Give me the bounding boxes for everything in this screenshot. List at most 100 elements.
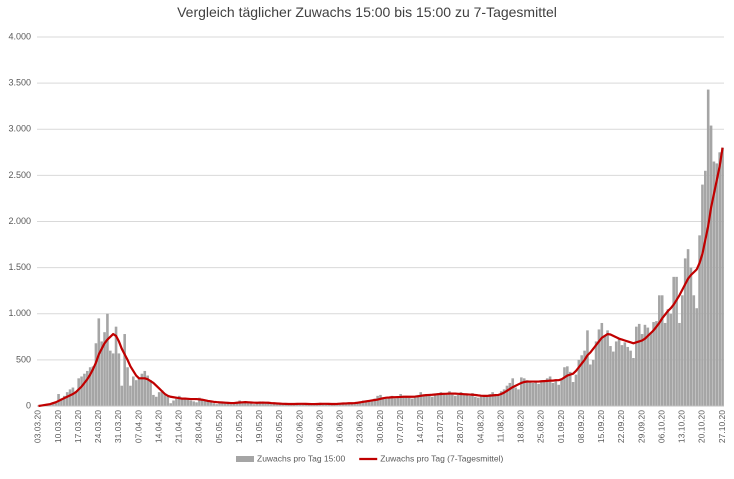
y-tick-label: 3.000	[8, 124, 31, 134]
x-tick-label: 08.09.20	[576, 410, 586, 443]
bar	[192, 401, 195, 406]
bar	[394, 399, 397, 406]
x-tick-label: 04.08.20	[475, 410, 485, 443]
bar	[379, 395, 382, 406]
x-tick-label: 24.03.20	[93, 410, 103, 443]
x-tick-label: 14.04.20	[153, 410, 163, 443]
bar	[546, 378, 549, 406]
bar	[402, 397, 405, 406]
bar	[166, 397, 169, 406]
y-tick-label: 1.500	[8, 262, 31, 272]
bar	[534, 381, 537, 406]
x-tick-label: 07.07.20	[395, 410, 405, 443]
bar	[210, 402, 213, 406]
bar	[704, 171, 707, 406]
x-tick-label: 29.09.20	[636, 410, 646, 443]
bar	[572, 382, 575, 406]
legend-swatch	[236, 456, 254, 462]
bar	[635, 327, 638, 406]
bar	[543, 380, 546, 406]
bar	[385, 399, 388, 406]
x-tick-label: 21.04.20	[174, 410, 184, 443]
bar	[667, 309, 670, 406]
x-tick-label: 13.10.20	[677, 410, 687, 443]
bar	[621, 345, 624, 406]
bar	[66, 392, 69, 406]
bar	[411, 399, 414, 406]
bar	[465, 395, 468, 406]
bar	[126, 367, 129, 406]
bar	[710, 126, 713, 406]
bar	[143, 371, 146, 406]
y-tick-label: 3.500	[8, 78, 31, 88]
bar	[517, 389, 520, 406]
bar	[442, 394, 445, 406]
bar	[569, 372, 572, 406]
bar	[106, 314, 109, 406]
chart-title: Vergleich täglicher Zuwachs 15:00 bis 15…	[177, 4, 557, 20]
x-tick-label: 05.05.20	[214, 410, 224, 443]
x-tick-label: 17.03.20	[73, 410, 83, 443]
x-tick-label: 18.08.20	[516, 410, 526, 443]
bar	[555, 379, 558, 406]
bar	[77, 378, 80, 406]
bar	[566, 366, 569, 406]
bar	[158, 392, 161, 406]
bar	[601, 323, 604, 406]
bar	[609, 346, 612, 406]
bar	[690, 268, 693, 406]
x-tick-label: 25.08.20	[536, 410, 546, 443]
legend-label: Zuwachs pro Tag 15:00	[257, 453, 345, 463]
x-tick-label: 21.07.20	[435, 410, 445, 443]
y-tick-label: 1.000	[8, 308, 31, 318]
bar	[629, 351, 632, 406]
bar	[670, 314, 673, 406]
bar	[419, 392, 422, 406]
bar	[612, 352, 615, 406]
bar	[149, 380, 152, 406]
x-tick-label: 03.03.20	[33, 410, 43, 443]
bar	[431, 397, 434, 406]
bar	[658, 295, 661, 406]
bar	[497, 395, 500, 406]
bar	[83, 374, 86, 406]
x-tick-label: 14.07.20	[415, 410, 425, 443]
x-tick-label: 22.09.20	[616, 410, 626, 443]
bar	[592, 360, 595, 406]
bar	[445, 395, 448, 406]
bar	[152, 395, 155, 406]
legend-label: Zuwachs pro Tag (7-Tagesmittel)	[380, 453, 503, 463]
bar	[626, 347, 629, 406]
y-tick-label: 2.000	[8, 216, 31, 226]
bar	[603, 336, 606, 406]
bar	[586, 330, 589, 406]
bar	[480, 396, 483, 406]
bar	[474, 397, 477, 406]
y-tick-label: 4.000	[8, 31, 31, 41]
bar	[172, 400, 175, 406]
x-tick-label: 23.06.20	[355, 410, 365, 443]
bar	[451, 393, 454, 406]
bar	[655, 321, 658, 406]
bar	[606, 330, 609, 406]
bar	[494, 396, 497, 406]
bar	[69, 389, 72, 406]
bar	[632, 358, 635, 406]
bar	[560, 378, 563, 406]
bar	[638, 324, 641, 406]
bar	[701, 185, 704, 406]
bar	[707, 90, 710, 406]
bar	[98, 318, 101, 406]
bar	[175, 399, 178, 406]
x-tick-label: 10.03.20	[53, 410, 63, 443]
bar	[532, 383, 535, 406]
bar	[468, 396, 471, 406]
bar	[618, 339, 621, 406]
bar	[514, 388, 517, 406]
x-tick-label: 27.10.20	[717, 410, 727, 443]
bar	[615, 341, 618, 406]
bar	[624, 342, 627, 406]
bar	[454, 396, 457, 406]
bar	[716, 163, 719, 406]
